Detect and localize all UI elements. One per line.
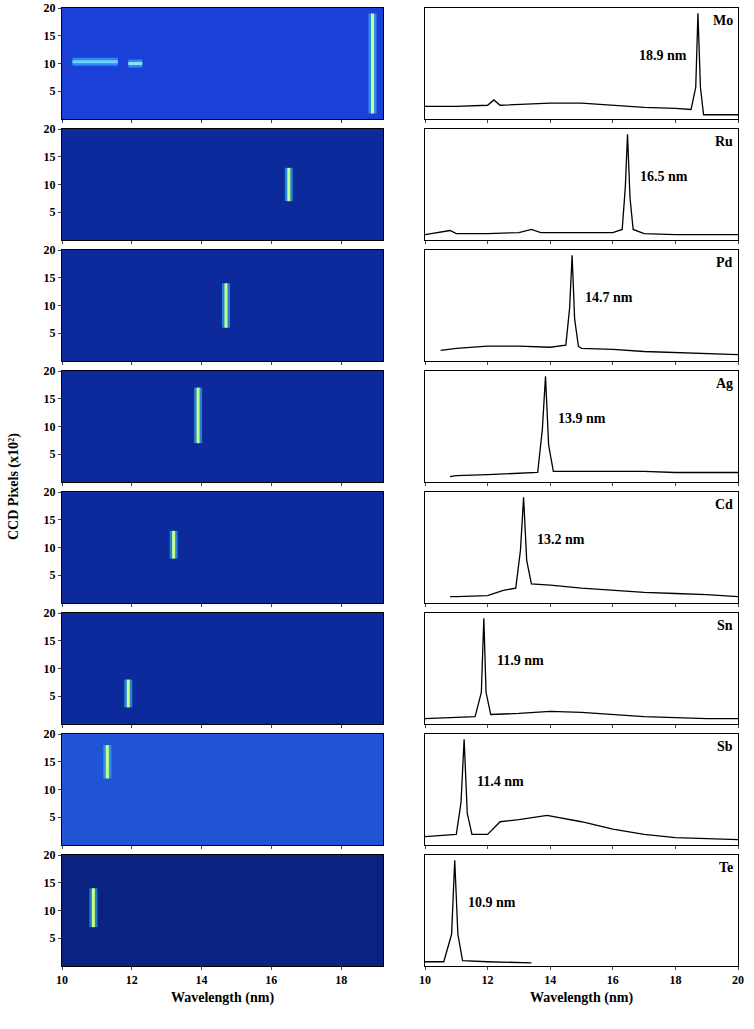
svg-text:Ru: Ru <box>715 134 733 149</box>
svg-text:5: 5 <box>50 810 56 824</box>
svg-text:Sb: Sb <box>717 739 733 754</box>
svg-text:10: 10 <box>44 662 56 676</box>
svg-text:Pd: Pd <box>716 255 733 270</box>
svg-text:15: 15 <box>44 513 56 527</box>
svg-text:20: 20 <box>44 848 56 862</box>
svg-text:10: 10 <box>44 299 56 313</box>
svg-text:10: 10 <box>44 904 56 918</box>
svg-text:10: 10 <box>44 783 56 797</box>
svg-text:15: 15 <box>44 876 56 890</box>
svg-text:5: 5 <box>50 447 56 461</box>
svg-text:15: 15 <box>44 29 56 43</box>
svg-text:20: 20 <box>44 122 56 136</box>
svg-text:20: 20 <box>44 243 56 257</box>
svg-text:20: 20 <box>732 973 744 987</box>
svg-text:5: 5 <box>50 326 56 340</box>
svg-text:5: 5 <box>50 568 56 582</box>
svg-text:13.2 nm: 13.2 nm <box>537 532 585 547</box>
svg-text:5: 5 <box>50 931 56 945</box>
svg-text:10.9 nm: 10.9 nm <box>468 895 516 910</box>
svg-text:15: 15 <box>44 755 56 769</box>
svg-text:20: 20 <box>44 727 56 741</box>
svg-text:Sn: Sn <box>717 618 733 633</box>
svg-text:20: 20 <box>44 606 56 620</box>
svg-text:11.9 nm: 11.9 nm <box>497 653 544 668</box>
svg-text:Mo: Mo <box>713 13 733 28</box>
svg-text:10: 10 <box>56 973 68 987</box>
svg-text:12: 12 <box>126 973 138 987</box>
svg-text:12: 12 <box>482 973 494 987</box>
svg-text:Wavelength (nm): Wavelength (nm) <box>171 990 274 1006</box>
svg-text:10: 10 <box>44 541 56 555</box>
svg-text:14: 14 <box>196 973 208 987</box>
svg-text:CCD Pixels (x10²): CCD Pixels (x10²) <box>6 433 22 540</box>
svg-text:13.9 nm: 13.9 nm <box>558 411 606 426</box>
svg-text:5: 5 <box>50 689 56 703</box>
svg-text:18: 18 <box>669 973 681 987</box>
svg-text:18.9 nm: 18.9 nm <box>639 48 687 63</box>
svg-text:Ag: Ag <box>716 376 733 391</box>
svg-text:15: 15 <box>44 271 56 285</box>
svg-text:16: 16 <box>265 973 277 987</box>
svg-text:10: 10 <box>44 178 56 192</box>
svg-text:10: 10 <box>44 420 56 434</box>
svg-text:Te: Te <box>719 860 733 875</box>
svg-text:5: 5 <box>50 84 56 98</box>
svg-text:15: 15 <box>44 392 56 406</box>
svg-text:15: 15 <box>44 150 56 164</box>
svg-text:18: 18 <box>335 973 347 987</box>
svg-text:20: 20 <box>44 1 56 15</box>
svg-text:Cd: Cd <box>715 497 733 512</box>
svg-text:14.7 nm: 14.7 nm <box>585 290 633 305</box>
svg-text:16.5 nm: 16.5 nm <box>640 169 688 184</box>
svg-text:Wavelength (nm): Wavelength (nm) <box>530 990 633 1006</box>
svg-text:15: 15 <box>44 634 56 648</box>
svg-text:11.4 nm: 11.4 nm <box>477 774 524 789</box>
svg-text:20: 20 <box>44 364 56 378</box>
svg-text:20: 20 <box>44 485 56 499</box>
svg-text:14: 14 <box>544 973 556 987</box>
svg-text:5: 5 <box>50 205 56 219</box>
svg-text:10: 10 <box>419 973 431 987</box>
svg-text:16: 16 <box>607 973 619 987</box>
svg-text:10: 10 <box>44 57 56 71</box>
